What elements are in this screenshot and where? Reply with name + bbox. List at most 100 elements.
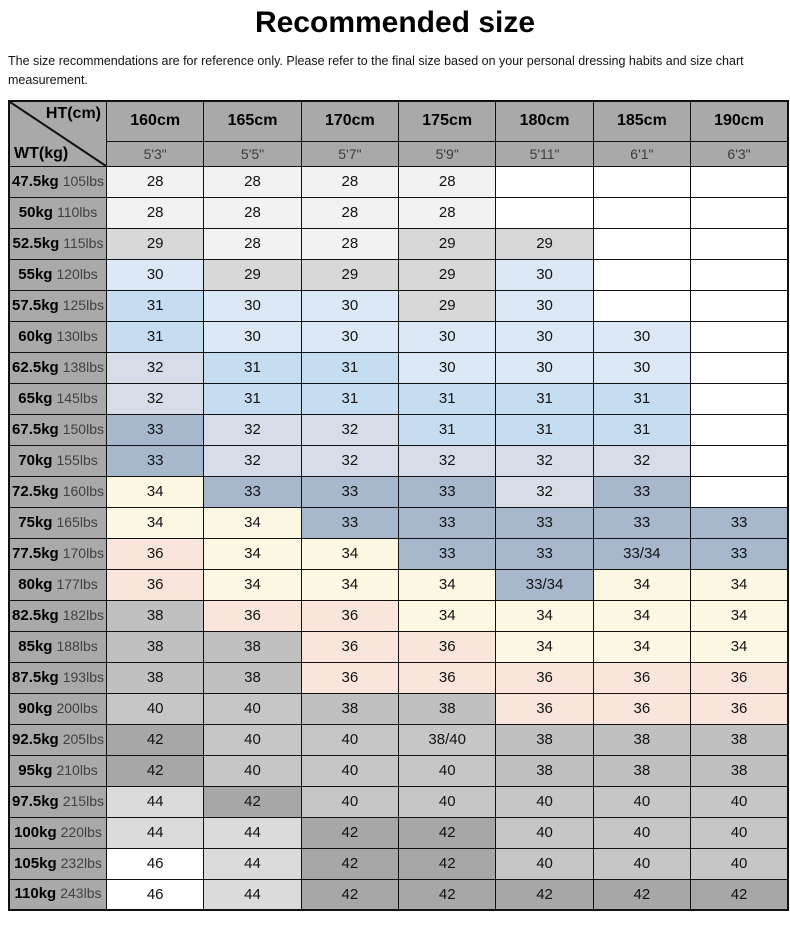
weight-kg-label: 105kg: [14, 854, 57, 872]
size-cell: 40: [398, 754, 497, 787]
weight-kg-label: 70kg: [18, 451, 53, 469]
size-cell-empty: [690, 289, 789, 322]
table-row: 105kg 232lbs 46 44 42 42 40 40 40: [8, 847, 789, 880]
weight-row-header: 90kg 200lbs: [8, 692, 107, 725]
size-cell: 40: [592, 816, 692, 849]
weight-kg-label: 85kg: [18, 637, 53, 655]
size-cell: 42: [300, 816, 400, 849]
weight-row-header: 75kg 165lbs: [8, 506, 107, 539]
size-cell: 34: [592, 630, 692, 663]
size-cell: 36: [203, 599, 302, 632]
size-cell: 36: [300, 599, 400, 632]
height-cm-header: 185cm: [592, 100, 692, 142]
size-cell: 32: [300, 444, 400, 477]
height-ft-header: 5'9": [398, 140, 497, 167]
size-cell: 29: [300, 258, 400, 291]
size-cell: 40: [495, 785, 594, 818]
size-cell: 31: [495, 413, 594, 446]
size-cell: 33: [592, 475, 692, 508]
table-row: 97.5kg 215lbs 44 42 40 40 40 40 40: [8, 785, 789, 818]
weight-row-header: 92.5kg 205lbs: [8, 723, 107, 756]
size-cell: 28: [300, 165, 400, 198]
size-cell: 32: [105, 351, 205, 384]
size-cell: 36: [690, 661, 789, 694]
size-cell: 31: [495, 382, 594, 415]
size-cell: 31: [300, 382, 400, 415]
weight-kg-label: 82.5kg: [12, 606, 59, 624]
size-cell: 30: [495, 320, 594, 353]
weight-lbs-label: 115lbs: [63, 234, 104, 251]
size-cell: 34: [690, 568, 789, 601]
height-cm-header: 165cm: [203, 100, 302, 142]
size-cell: 36: [300, 661, 400, 694]
weight-lbs-label: 243lbs: [60, 885, 102, 902]
size-cell: 31: [105, 289, 205, 322]
page-title: Recommended size: [254, 6, 536, 39]
size-cell: 33: [105, 413, 205, 446]
size-cell: 33: [495, 537, 594, 570]
height-cm-header: 180cm: [495, 100, 594, 142]
size-cell: 30: [105, 258, 205, 291]
weight-kg-label: 72.5kg: [12, 482, 59, 500]
height-cm-header: 190cm: [690, 100, 789, 142]
size-cell: 30: [203, 320, 302, 353]
size-cell: 32: [592, 444, 692, 477]
table-row: 95kg 210lbs 42 40 40 40 38 38 38: [8, 754, 789, 787]
weight-lbs-label: 150lbs: [62, 420, 104, 437]
size-cell: 30: [398, 351, 497, 384]
weight-lbs-label: 188lbs: [56, 637, 98, 654]
size-cell: 34: [203, 568, 302, 601]
size-cell: 40: [300, 723, 400, 756]
size-cell: 36: [398, 630, 497, 663]
weight-lbs-label: 160lbs: [62, 482, 104, 499]
table-row: 92.5kg 205lbs 42 40 40 38/40 38 38 38: [8, 723, 789, 756]
weight-kg-label: 80kg: [18, 575, 53, 593]
size-cell: 36: [398, 661, 497, 694]
size-cell: 30: [495, 351, 594, 384]
size-cell: 38: [203, 661, 302, 694]
table-row: 85kg 188lbs 38 38 36 36 34 34 34: [8, 630, 789, 663]
size-cell: 36: [300, 630, 400, 663]
weight-row-header: 65kg 145lbs: [8, 382, 107, 415]
size-cell: 38: [690, 723, 789, 756]
size-cell: 40: [398, 785, 497, 818]
table-row: 110kg 243lbs 46 44 42 42 42 42 42: [8, 878, 789, 911]
weight-lbs-label: 138lbs: [62, 358, 104, 375]
weight-row-header: 85kg 188lbs: [8, 630, 107, 663]
size-cell: 34: [203, 537, 302, 570]
table-row: 82.5kg 182lbs 38 36 36 34 34 34 34: [8, 599, 789, 632]
weight-lbs-label: 182lbs: [62, 606, 104, 623]
weight-row-header: 80kg 177lbs: [8, 568, 107, 601]
size-cell-empty: [592, 289, 692, 322]
table-row: 50kg 110lbs 28 28 28 28: [8, 196, 789, 229]
size-cell: 31: [398, 413, 497, 446]
weight-row-header: 62.5kg 138lbs: [8, 351, 107, 384]
size-cell: 46: [105, 878, 205, 911]
size-cell: 38: [105, 599, 205, 632]
weight-kg-label: 100kg: [14, 823, 57, 841]
weight-lbs-label: 193lbs: [62, 668, 104, 685]
height-cm-header: 175cm: [398, 100, 497, 142]
size-cell: 34: [105, 475, 205, 508]
size-cell-empty: [690, 351, 789, 384]
weight-lbs-label: 200lbs: [56, 699, 98, 716]
table-row: 65kg 145lbs 32 31 31 31 31 31: [8, 382, 789, 415]
weight-kg-label: 77.5kg: [12, 544, 59, 562]
size-cell: 34: [495, 599, 594, 632]
size-cell: 46: [105, 847, 205, 880]
weight-axis-label: WT(kg): [14, 144, 69, 162]
weight-row-header: 57.5kg 125lbs: [8, 289, 107, 322]
size-cell-empty: [690, 444, 789, 477]
size-cell: 38: [690, 754, 789, 787]
weight-lbs-label: 215lbs: [62, 792, 104, 809]
size-cell: 40: [690, 785, 789, 818]
size-cell: 38: [495, 754, 594, 787]
size-cell: 36: [105, 537, 205, 570]
size-cell-empty: [690, 227, 789, 260]
weight-row-header: 110kg 243lbs: [8, 878, 107, 911]
size-cell: 29: [398, 227, 497, 260]
weight-kg-label: 55kg: [18, 265, 53, 283]
weight-row-header: 77.5kg 170lbs: [8, 537, 107, 570]
table-header: HT(cm) WT(kg) 160cm 165cm 170cm 175cm 180cm 1…: [8, 100, 789, 167]
size-cell-empty: [690, 382, 789, 415]
